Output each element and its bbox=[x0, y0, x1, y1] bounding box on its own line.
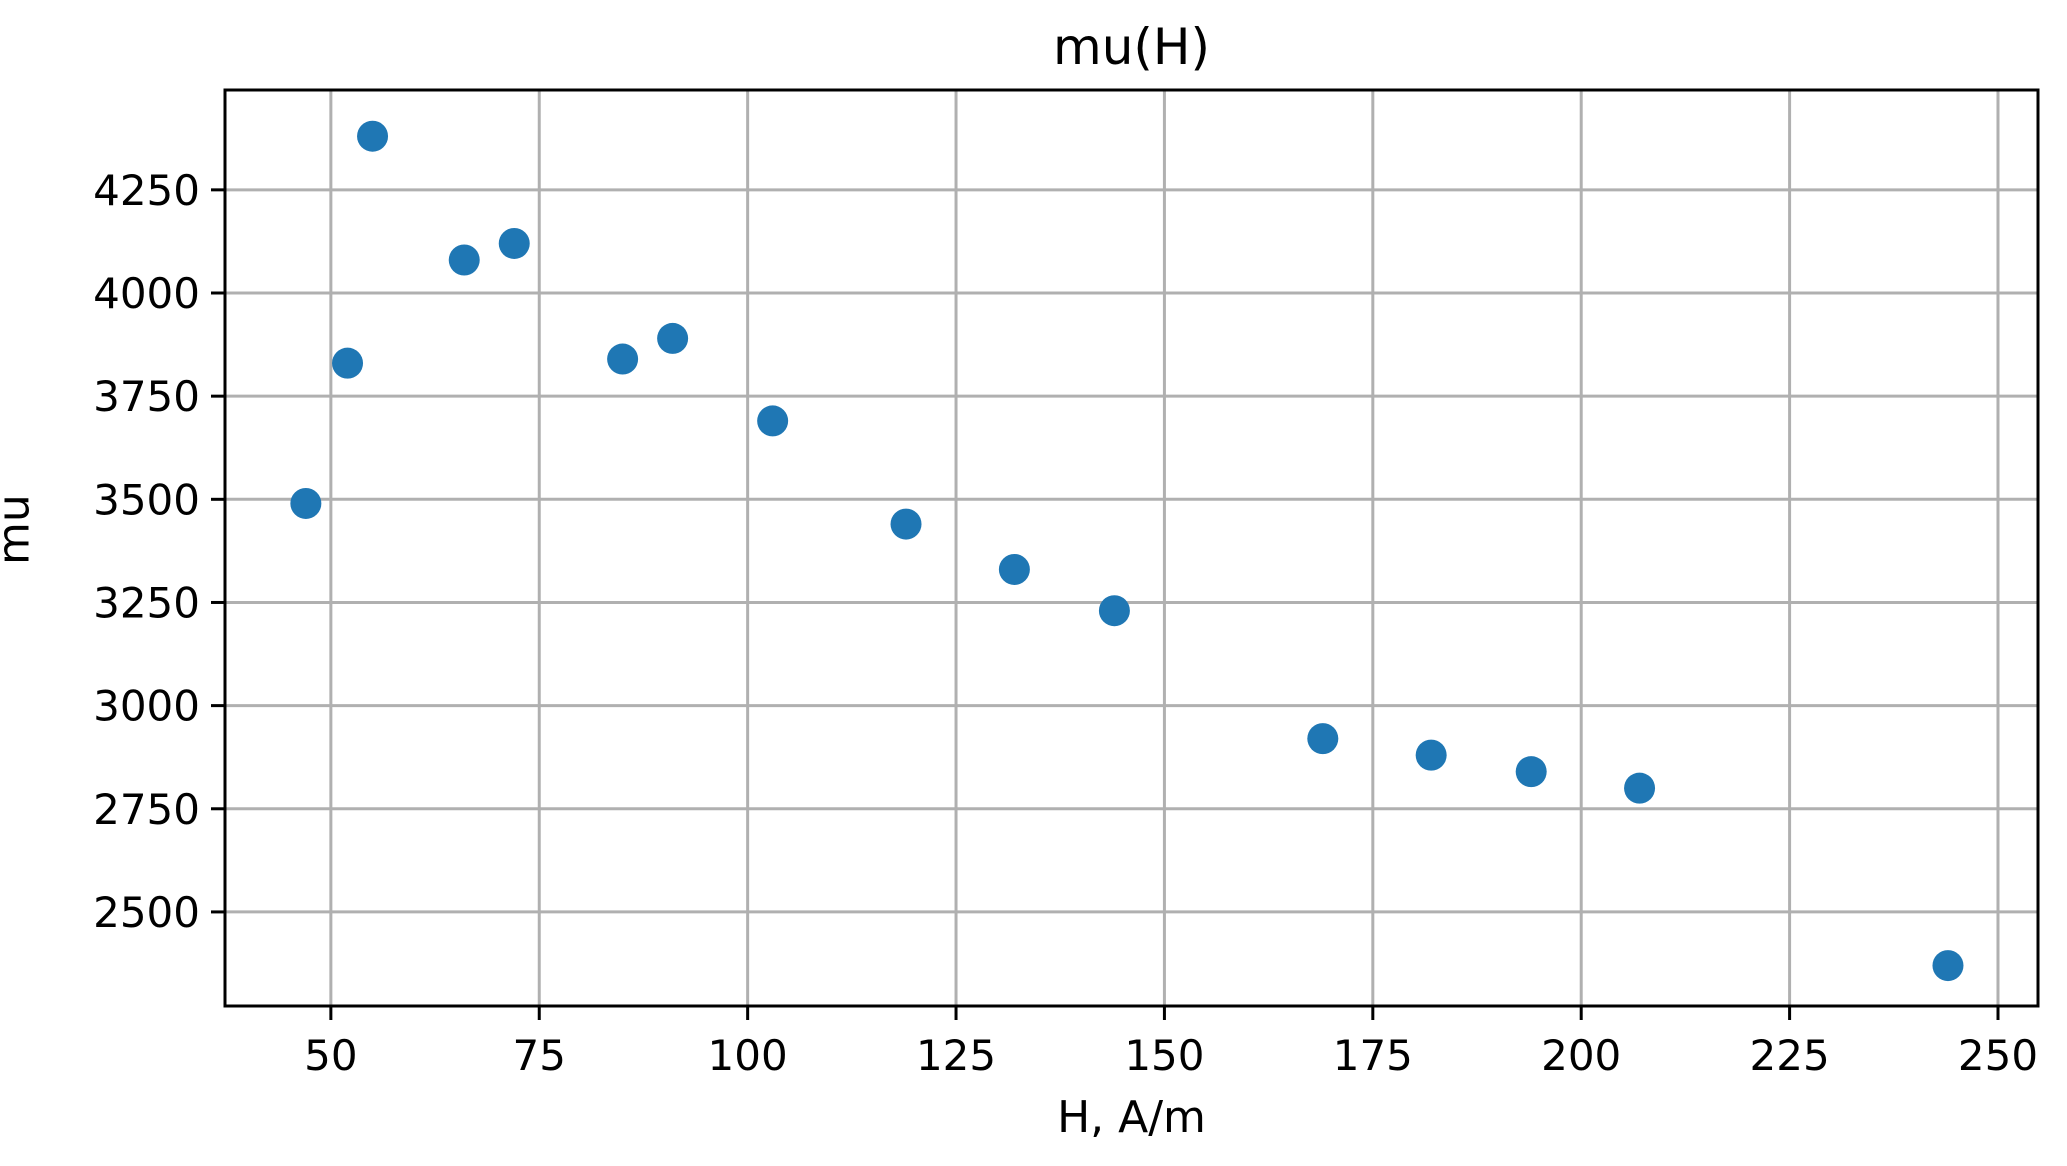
x-tick-label: 250 bbox=[1958, 1031, 2038, 1080]
data-point bbox=[1307, 723, 1339, 755]
y-tick-label: 3500 bbox=[93, 475, 200, 524]
y-tick-label: 4000 bbox=[93, 269, 200, 318]
data-point bbox=[1624, 772, 1656, 804]
y-tick-label: 3000 bbox=[93, 682, 200, 731]
data-point bbox=[448, 244, 480, 276]
y-tick-label: 3250 bbox=[93, 578, 200, 627]
data-point bbox=[890, 508, 922, 540]
data-point bbox=[357, 120, 389, 152]
data-point bbox=[1515, 756, 1547, 788]
x-axis-label: H, A/m bbox=[1057, 1092, 1206, 1143]
x-tick-label: 200 bbox=[1541, 1031, 1621, 1080]
data-point bbox=[1098, 595, 1130, 627]
x-tick-label: 175 bbox=[1333, 1031, 1413, 1080]
data-point bbox=[607, 343, 639, 375]
data-point bbox=[498, 227, 530, 259]
y-tick-label: 2500 bbox=[93, 888, 200, 937]
data-point bbox=[1932, 950, 1964, 982]
x-tick-label: 100 bbox=[708, 1031, 788, 1080]
x-tick-label: 150 bbox=[1124, 1031, 1204, 1080]
x-tick-label: 50 bbox=[304, 1031, 357, 1080]
y-tick-label: 2750 bbox=[93, 785, 200, 834]
chart-title: mu(H) bbox=[1052, 18, 1210, 76]
data-point bbox=[657, 322, 689, 354]
x-tick-label: 225 bbox=[1750, 1031, 1830, 1080]
data-point bbox=[290, 487, 322, 519]
data-point bbox=[757, 405, 789, 437]
y-tick-label: 3750 bbox=[93, 372, 200, 421]
data-point bbox=[1415, 739, 1447, 771]
y-tick-label: 4250 bbox=[93, 166, 200, 215]
x-tick-label: 125 bbox=[916, 1031, 996, 1080]
data-point bbox=[998, 553, 1030, 585]
plot-border bbox=[223, 88, 2040, 1008]
data-point bbox=[332, 347, 364, 379]
x-tick-label: 75 bbox=[513, 1031, 566, 1080]
